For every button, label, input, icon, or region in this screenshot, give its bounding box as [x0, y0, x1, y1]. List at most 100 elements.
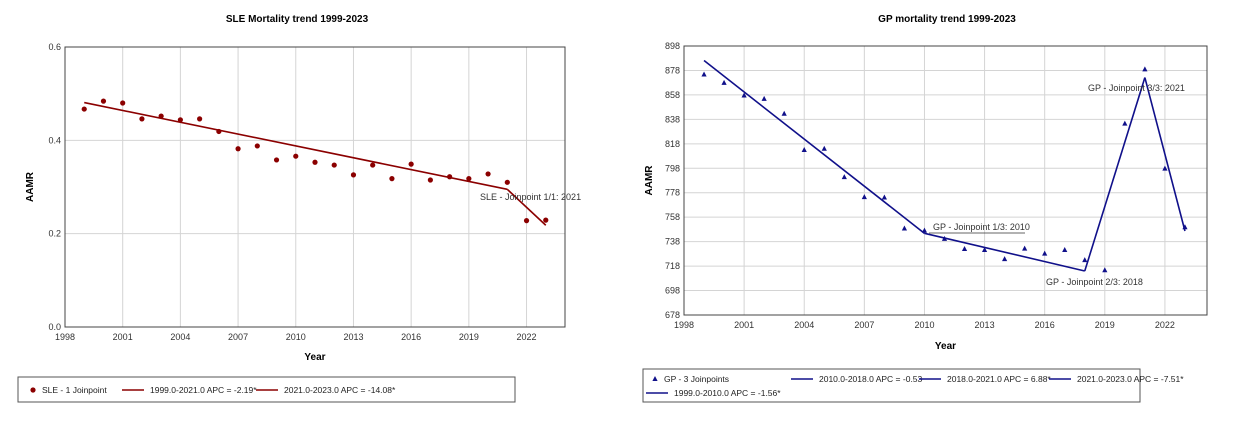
data-point	[1182, 224, 1188, 230]
data-point	[1022, 245, 1028, 251]
legend-label: 1999.0-2021.0 APC = -2.19*	[150, 385, 257, 395]
y-tick-label: 858	[665, 90, 680, 100]
data-point	[235, 146, 241, 152]
legend-box	[642, 368, 1141, 403]
x-axis-label: Year	[935, 341, 956, 352]
y-tick-label: 798	[665, 163, 680, 173]
y-axis-label: AAMR	[644, 165, 655, 196]
data-point	[901, 225, 908, 231]
x-tick-label: 2022	[517, 332, 537, 342]
x-axis-label: Year	[304, 352, 325, 363]
x-tick-label: 2010	[914, 320, 934, 330]
y-tick-label: 698	[665, 286, 680, 296]
y-tick-label: 0.4	[48, 135, 61, 145]
y-tick-label: 838	[665, 114, 680, 124]
data-point	[427, 177, 433, 183]
data-point	[273, 157, 280, 163]
x-tick-label: 1998	[674, 320, 694, 330]
legend-label: SLE - 1 Joinpoint	[42, 385, 107, 395]
y-tick-label: 0.6	[48, 42, 61, 52]
legend-label: 2010.0-2018.0 APC = -0.53	[819, 374, 923, 384]
data-point	[408, 161, 414, 167]
data-point	[981, 246, 988, 252]
x-tick-label: 2001	[113, 332, 133, 342]
y-tick-label: 0.2	[48, 229, 61, 239]
data-point	[100, 98, 107, 104]
x-tick-label: 2016	[401, 332, 421, 342]
trend-segment	[506, 188, 547, 226]
data-point	[841, 174, 847, 180]
data-point	[701, 71, 707, 77]
plot-area	[683, 45, 1208, 316]
x-tick-label: 2007	[854, 320, 874, 330]
y-tick-label: 778	[665, 188, 680, 198]
x-tick-label: 2013	[975, 320, 995, 330]
x-tick-label: 2019	[459, 332, 479, 342]
y-tick-label: 898	[665, 41, 680, 51]
x-tick-label: 2019	[1095, 320, 1115, 330]
x-tick-label: 2007	[228, 332, 248, 342]
y-tick-label: 818	[665, 139, 680, 149]
legend-label: 1999.0-2010.0 APC = -1.56*	[674, 388, 781, 398]
legend-label: 2021.0-2023.0 APC = -7.51*	[1077, 374, 1184, 384]
data-point	[1062, 246, 1068, 252]
joinpoint-annotation: GP - Joinpoint 3/3: 2021	[1088, 83, 1185, 93]
legend-label: 2021.0-2023.0 APC = -14.08*	[284, 385, 396, 395]
data-point	[197, 116, 203, 122]
data-point	[216, 128, 222, 135]
data-point	[1002, 256, 1008, 262]
data-point	[1042, 250, 1048, 256]
data-point	[523, 218, 530, 224]
data-point	[721, 79, 727, 85]
data-point	[1082, 257, 1088, 263]
data-point	[120, 100, 126, 106]
legend-marker	[652, 376, 658, 381]
data-point	[331, 162, 337, 168]
y-tick-label: 878	[665, 65, 680, 75]
trend-segment	[84, 101, 508, 191]
data-point	[81, 106, 87, 112]
legend-label: 2018.0-2021.0 APC = 6.88*	[947, 374, 1051, 384]
data-point	[293, 153, 299, 159]
data-point	[466, 176, 472, 182]
data-point	[447, 174, 453, 180]
x-tick-label: 2004	[170, 332, 190, 342]
y-tick-label: 738	[665, 237, 680, 247]
x-tick-label: 2001	[734, 320, 754, 330]
y-tick-label: 758	[665, 212, 680, 222]
chart-1: SLE Mortality trend 1999-2023 1998 2001 200…	[17, 14, 581, 403]
data-point	[139, 116, 145, 122]
data-point	[370, 162, 376, 168]
data-point	[961, 245, 968, 251]
data-point	[254, 143, 260, 149]
chart-2: GP mortality trend 1999-2023 1998 2001 2004…	[642, 14, 1208, 403]
plot-area	[64, 46, 566, 328]
x-tick-label: 2004	[794, 320, 814, 330]
chart-title: SLE Mortality trend 1999-2023	[226, 14, 369, 25]
legend-marker	[30, 387, 36, 393]
data-point	[350, 172, 357, 178]
data-point	[177, 117, 183, 123]
x-tick-label: 2010	[286, 332, 306, 342]
x-tick-label: 2013	[343, 332, 363, 342]
data-point	[1142, 66, 1148, 72]
data-point	[1162, 165, 1168, 171]
chart-title: GP mortality trend 1999-2023	[878, 14, 1016, 25]
data-point	[861, 194, 867, 200]
data-point	[389, 176, 395, 182]
data-point	[761, 95, 767, 101]
y-axis-label: AAMR	[25, 171, 36, 202]
y-tick-label: 678	[665, 310, 680, 320]
data-point	[741, 92, 747, 98]
y-tick-label: 0.0	[48, 322, 61, 332]
x-tick-label: 1998	[55, 332, 75, 342]
data-point	[801, 147, 807, 153]
joinpoint-annotation: GP - Joinpoint 2/3: 2018	[1046, 277, 1143, 287]
data-point	[921, 227, 928, 233]
trend-segment	[1084, 77, 1146, 272]
data-point	[1122, 120, 1128, 126]
x-tick-label: 2016	[1035, 320, 1055, 330]
data-point	[158, 113, 164, 119]
x-tick-label: 2022	[1155, 320, 1175, 330]
joinpoint-annotation: SLE - Joinpoint 1/1: 2021	[480, 192, 581, 202]
